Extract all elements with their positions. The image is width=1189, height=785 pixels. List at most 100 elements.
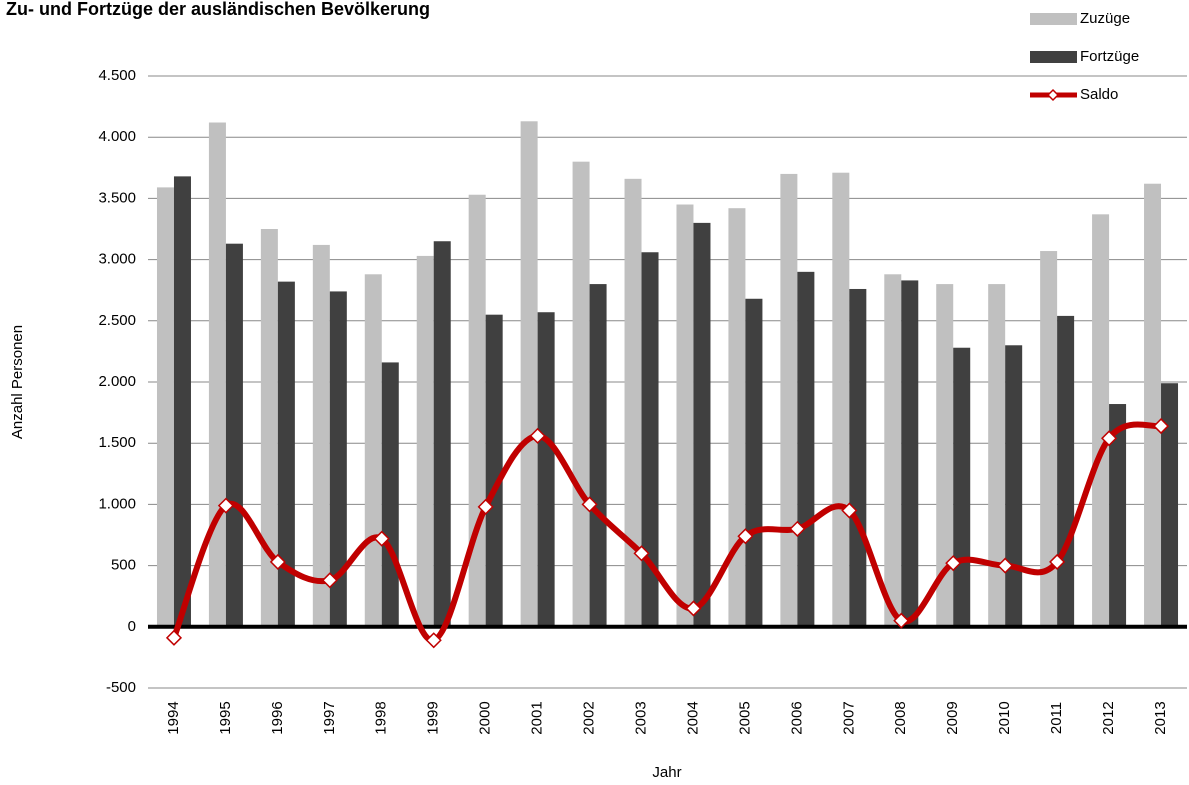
bar [1092,214,1110,627]
y-tick-label: 1.000 [98,495,136,512]
bar [173,176,191,627]
bar [780,173,798,627]
bar [156,187,174,627]
x-tick-label: 2010 [996,701,1013,734]
legend-label: Saldo [1080,86,1118,103]
x-tick-label: 1999 [425,701,442,734]
marker [945,555,962,572]
bar [225,243,243,627]
legend-swatch [1030,13,1077,25]
bar [797,271,815,627]
bar [884,274,902,627]
x-tick-label: 2008 [892,701,909,734]
y-tick-label: 4.000 [98,128,136,145]
x-tick-label: 1998 [373,701,390,734]
x-tick-label: 2003 [632,701,649,734]
bar [1040,251,1058,627]
x-tick-label: 2011 [1048,702,1065,734]
bar [1109,404,1127,627]
bar [832,172,850,627]
x-tick-label: 2000 [477,701,494,734]
marker [685,600,702,617]
y-tick-label: 3.500 [98,189,136,206]
marker [269,553,286,570]
bar [364,274,382,627]
bar [988,284,1006,627]
y-tick-label: -500 [106,679,136,696]
bar [589,284,607,627]
bar [520,121,538,627]
marker [1152,418,1170,435]
bar [936,284,954,627]
bar [1161,383,1179,627]
x-tick-label: 2013 [1152,701,1169,734]
marker [1101,430,1118,447]
legend-marker [1046,88,1060,102]
y-tick-label: 500 [111,557,136,574]
bar [901,280,919,627]
y-tick-label: 1.500 [98,434,136,451]
marker [217,497,234,514]
marker [165,629,183,646]
x-tick-label: 2002 [581,701,598,734]
x-tick-label: 1996 [269,701,286,734]
marker [581,496,598,513]
bar [312,244,330,627]
bar [1144,183,1162,627]
x-tick-label: 1997 [321,701,338,734]
bar [1005,345,1023,627]
y-tick-label: 4.500 [98,67,136,84]
marker [321,572,338,589]
y-tick-label: 0 [128,618,136,635]
bar [849,288,867,627]
x-tick-label: 1995 [217,701,234,734]
bar [381,362,399,627]
x-tick-label: 2001 [529,701,546,734]
x-tick-label: 2005 [736,701,753,734]
marker [373,530,390,547]
marker [1049,553,1066,570]
marker [529,427,546,444]
marker [425,632,442,649]
x-tick-label: 2009 [944,701,961,734]
marker [841,502,858,519]
legend-swatch [1030,51,1077,63]
marker [893,612,910,629]
bar [693,222,711,627]
x-tick-label: 2006 [788,701,805,734]
marker [633,545,650,562]
y-tick-label: 2.000 [98,373,136,390]
x-tick-label: 1994 [165,701,182,734]
x-tick-label: 2007 [840,701,857,734]
bar [624,178,642,627]
bar [537,312,555,627]
marker [737,528,754,545]
bar [468,194,486,627]
y-tick-label: 2.500 [98,312,136,329]
bar [433,241,451,627]
bar [329,291,347,627]
bar [641,252,659,627]
bar [485,314,503,627]
legend-label: Fortzüge [1080,48,1139,65]
y-tick-label: 3.000 [98,251,136,268]
bar [676,204,694,627]
bar [745,298,763,627]
bar [1057,315,1075,627]
chart-title: Zu- und Fortzüge der ausländischen Bevöl… [6,0,430,19]
bar [572,161,590,627]
bar [277,281,295,627]
bar [416,255,434,627]
x-axis-label: Jahr [652,764,681,781]
y-axis-label: Anzahl Personen [9,325,26,439]
bar [208,122,226,627]
marker [477,498,494,515]
bar [260,229,278,627]
marker [789,520,806,537]
x-tick-label: 2004 [684,701,701,734]
bar [953,347,971,627]
legend-label: Zuzüge [1080,10,1130,27]
bar [728,208,746,627]
x-tick-label: 2012 [1100,701,1117,734]
